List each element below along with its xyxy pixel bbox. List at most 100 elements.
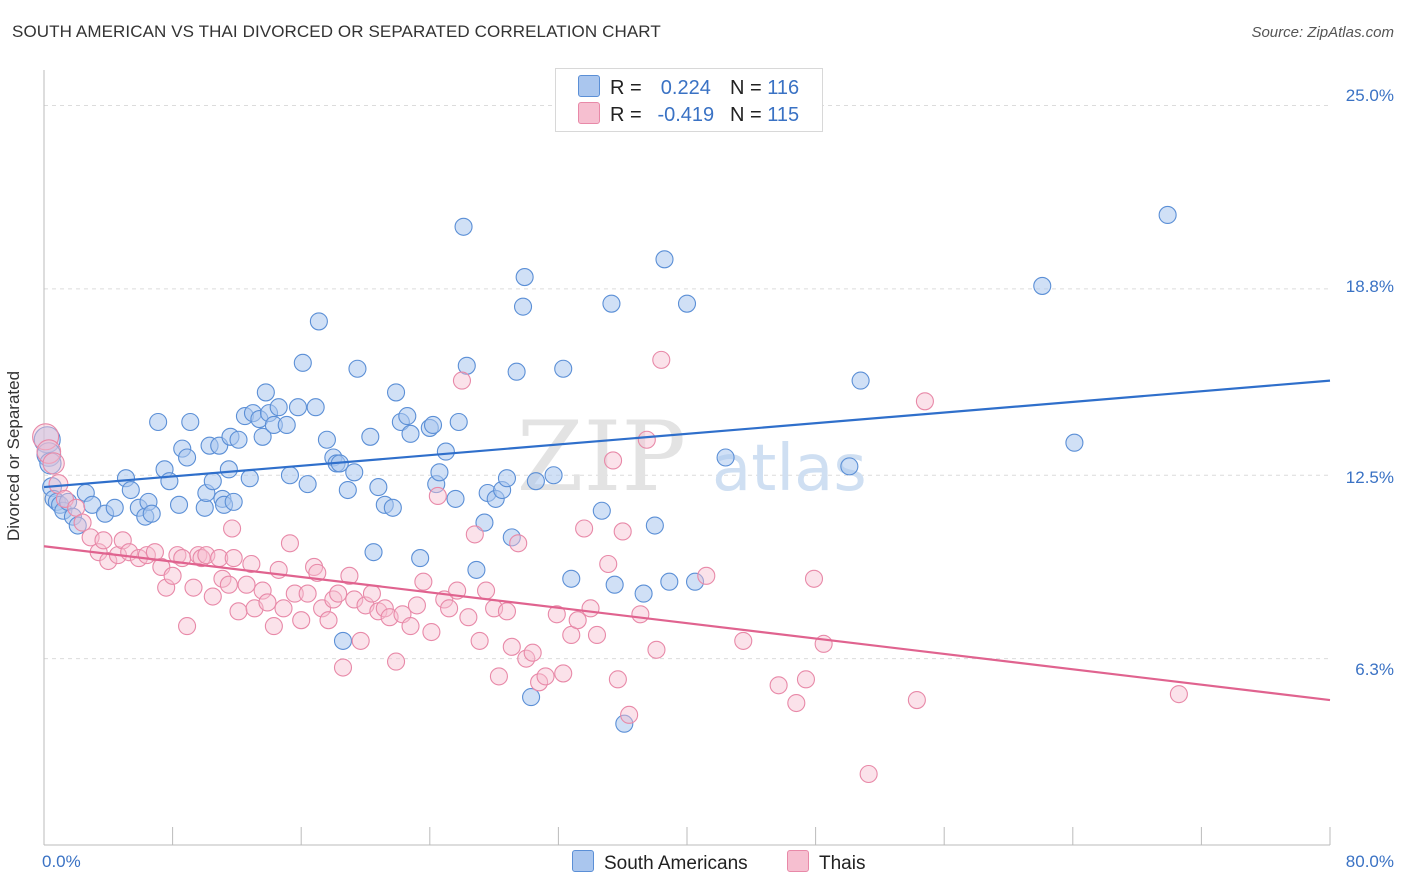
- legend-row-thais: R = -0.419 N = 115: [578, 102, 799, 126]
- south-americans-point: [240, 469, 259, 488]
- south-americans-point: [1033, 276, 1052, 295]
- r-label: R =: [610, 77, 642, 99]
- thais-point: [224, 549, 243, 568]
- thais-point: [477, 581, 496, 600]
- south-americans-point: [253, 427, 272, 446]
- thais-point: [375, 599, 394, 618]
- south-americans-point: [224, 492, 243, 511]
- south-americans-point: [457, 356, 476, 375]
- legend-swatch-pink: [578, 102, 600, 124]
- thais-point: [219, 575, 238, 594]
- south-americans-point: [178, 448, 197, 467]
- thais-point: [324, 590, 343, 609]
- south-americans-point: [544, 466, 563, 485]
- south-americans-point: [526, 472, 545, 491]
- thais-point: [362, 584, 381, 603]
- n-value: 115: [767, 104, 800, 126]
- axes: [43, 70, 1331, 846]
- r-value: -0.419: [657, 104, 715, 126]
- legend-swatch-blue: [578, 75, 600, 97]
- thais-point: [637, 430, 656, 449]
- watermark-zip: ZIP: [517, 401, 686, 513]
- south-americans-point: [181, 412, 200, 432]
- south-americans-point: [256, 383, 275, 402]
- south-americans-point: [602, 294, 621, 313]
- south-americans-point: [515, 268, 534, 287]
- thais-point: [554, 664, 573, 683]
- thais-point: [915, 392, 934, 411]
- thais-point: [604, 451, 623, 470]
- south-americans-point: [615, 714, 634, 733]
- thais-point: [401, 617, 420, 636]
- thais-point: [242, 554, 261, 574]
- thais-point: [319, 611, 338, 630]
- thais-point: [652, 350, 671, 369]
- thais-point: [547, 605, 566, 624]
- south-americans-point: [645, 516, 664, 535]
- thais-point: [796, 670, 816, 689]
- correlation-legend: R = 0.224 N = 116 R = -0.419 N = 115: [555, 68, 823, 132]
- south-americans-point: [430, 463, 449, 482]
- thais-point: [94, 531, 113, 550]
- south-americans-point: [277, 415, 296, 435]
- thais-point: [787, 693, 806, 713]
- thais-point: [599, 554, 618, 574]
- south-americans-point: [423, 415, 443, 435]
- thais-point: [440, 599, 459, 618]
- thais-point: [407, 596, 426, 615]
- thais-point: [157, 578, 176, 597]
- watermark: ZIP atlas: [517, 401, 867, 513]
- south-americans-point: [288, 398, 308, 417]
- thais-point: [734, 631, 753, 650]
- gridlines: [44, 104, 1330, 660]
- y-tick-label: 25.0%: [1345, 86, 1394, 105]
- series-thais: [32, 350, 1188, 784]
- south-americans-point: [386, 383, 406, 402]
- south-americans-trend-line: [43, 379, 1331, 489]
- south-americans-point: [68, 516, 87, 535]
- thais-point: [203, 587, 222, 606]
- south-americans-point: [475, 513, 494, 532]
- thais-point: [99, 551, 118, 571]
- thais-point: [305, 557, 324, 576]
- thais-trend-line: [43, 545, 1331, 702]
- thais-point: [73, 513, 92, 532]
- legend-swatch-pink: [787, 850, 809, 872]
- thais-point: [340, 566, 359, 585]
- south-americans-point: [309, 312, 328, 331]
- thais-point: [184, 578, 203, 597]
- legend-item-thais[interactable]: Thais: [787, 850, 865, 875]
- thais-point: [414, 572, 433, 591]
- y-axis-label: Divorced or Separated: [4, 370, 23, 542]
- series-south-americans: [33, 205, 1177, 733]
- x-tick-label: 0.0%: [42, 852, 81, 871]
- thais-point: [804, 569, 824, 588]
- south-americans-point: [677, 294, 697, 313]
- south-americans-point: [398, 407, 417, 426]
- thais-point: [502, 637, 521, 656]
- south-americans-point: [142, 504, 161, 523]
- south-americans-point: [497, 469, 517, 488]
- thais-point: [859, 764, 878, 784]
- y-tick-label: 18.8%: [1345, 277, 1394, 296]
- legend-item-south-americans[interactable]: South Americans: [572, 850, 748, 875]
- thais-point: [568, 611, 587, 630]
- thais-point: [280, 534, 299, 553]
- y-tick-label: 6.3%: [1355, 660, 1394, 679]
- south-americans-point: [293, 353, 312, 372]
- south-americans-point: [507, 362, 526, 381]
- south-americans-point: [280, 466, 299, 485]
- thais-point: [237, 575, 256, 594]
- thais-point: [168, 546, 187, 565]
- south-americans-point: [522, 688, 541, 707]
- thais-point: [536, 667, 555, 686]
- r-value: 0.224: [660, 77, 711, 99]
- thais-point: [298, 584, 317, 603]
- thais-point: [274, 599, 293, 618]
- thais-point: [285, 584, 304, 603]
- south-americans-point: [592, 501, 611, 520]
- thais-point: [351, 631, 370, 650]
- south-americans-point: [685, 572, 705, 591]
- south-americans-point: [369, 478, 388, 497]
